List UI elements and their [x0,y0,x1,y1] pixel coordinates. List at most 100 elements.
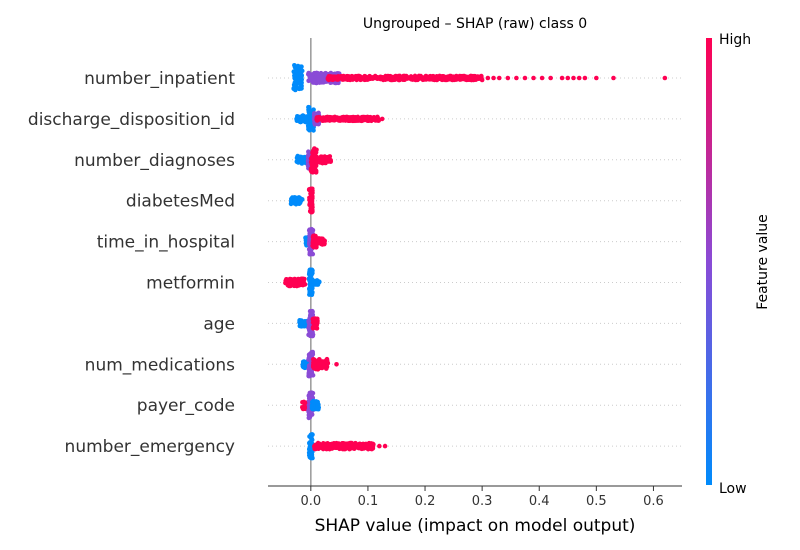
feature-label-time_in_hospital: time_in_hospital [97,233,235,253]
point-diabetesMed-c0-44 [289,198,294,204]
point-number_inpatient-outlier-14 [594,75,599,81]
point-number_emergency-c0-46 [309,432,315,437]
point-number_emergency-c0-54 [309,437,315,443]
point-number_inpatient-outlier-15 [611,75,616,81]
feature-points-num_medications [300,349,339,379]
feature-label-metformin: metformin [146,274,235,294]
point-num_medications-c1-54 [310,349,316,355]
x-ticks: 0.0 0.1 0.2 0.3 0.4 0.5 0.6 [300,486,664,509]
feature-label-num_medications: num_medications [85,355,235,375]
point-discharge_disposition_id-c3-170 [321,115,327,121]
point-number_emergency-c1-169 [331,445,337,450]
point-payer_code-c2-36 [315,403,321,408]
point-number_emergency-c0-52 [307,441,312,447]
point-number_inpatient-c0-70 [292,80,298,86]
feature-points-number_inpatient [291,62,668,93]
point-number_inpatient-outlier-12 [576,75,582,81]
point-discharge_disposition_id-c3-187 [371,117,376,122]
point-number_inpatient-c0-64 [293,68,299,74]
point-number_inpatient-outlier-1 [491,75,496,81]
point-number_emergency-c1-188 [341,445,347,451]
point-num_medications-c2-60 [324,364,330,370]
point-number_inpatient-c0-60 [296,86,302,92]
point-number_diagnoses-c3-51 [320,160,325,166]
feature-label-number_emergency: number_emergency [65,437,235,457]
x-tick-label-5: 0.5 [586,494,607,509]
point-number_inpatient-outlier-3 [505,75,511,81]
point-num_medications-c1-52 [308,369,313,375]
feature-points-number_diagnoses [294,146,334,175]
point-number_inpatient-outlier-9 [559,75,565,81]
point-payer_code-c2-35 [310,406,315,412]
point-number_inpatient-c3-463 [437,73,442,79]
point-discharge_disposition_id-c0-56 [306,124,311,130]
x-axis: 0.0 0.1 0.2 0.3 0.4 0.5 0.6 [268,485,682,509]
point-number_inpatient-c3-461 [461,73,467,79]
point-number_inpatient-c3-468 [423,77,428,82]
point-discharge_disposition_id-c1-72 [305,118,310,124]
feature-points-discharge_disposition_id [294,104,385,133]
point-time_in_hospital-c2-32 [310,234,316,240]
point-number_diagnoses-c2-60 [310,165,316,171]
point-diabetesMed-c1-49 [310,209,315,214]
feature-label-age: age [203,314,235,334]
point-metformin-c0-70 [284,278,290,283]
point-metformin-c1-53 [307,277,313,282]
colorbar: High Low Feature value [706,32,771,497]
point-number_inpatient-outlier-4 [514,75,519,81]
point-number_inpatient-c3-469 [340,77,345,82]
point-number_emergency-c1-184 [353,440,358,446]
point-age-c0-37 [297,319,303,325]
feature-label-number_diagnoses: number_diagnoses [74,151,235,171]
point-age-c1-56 [307,325,312,331]
point-number_inpatient-c3-456 [357,76,362,82]
point-number_inpatient-c3-464 [378,76,383,82]
point-number_emergency-c1-180 [317,441,322,447]
point-discharge_disposition_id-c3-188 [327,117,332,123]
point-discharge_disposition_id-c3-180 [375,114,380,120]
point-number_inpatient-c3-435 [464,77,470,83]
point-number_inpatient-c0-52 [292,62,297,68]
point-number_inpatient-c2-81 [315,71,321,76]
point-metformin-c1-52 [310,270,315,276]
colorbar-high-label: High [719,32,751,48]
point-number_inpatient-c3-459 [361,74,367,80]
point-time_in_hospital-c1-51 [307,246,312,252]
point-number_inpatient-c3-466 [346,74,351,80]
point-number_emergency-c0-51 [306,450,312,456]
point-metformin-c2-23 [313,279,319,284]
point-number_inpatient-c3-455 [414,75,420,80]
x-tick-label-2: 0.2 [415,494,436,509]
feature-points-metformin [283,267,322,298]
point-number_inpatient-c1-42 [311,78,317,84]
point-number_emergency-c1-187 [328,441,334,447]
point-discharge_disposition_id-c3-176 [361,117,367,122]
point-discharge_disposition_id-c3-193 [366,118,371,123]
point-number_inpatient-outlier-10 [565,75,571,81]
point-number_inpatient-c3-453 [479,77,485,83]
x-tick-label-4: 0.4 [529,494,550,509]
point-number_inpatient-c3-442 [402,73,407,79]
point-discharge_disposition_id-outlier-0 [379,116,385,122]
point-number_emergency-c1-175 [351,446,357,451]
point-discharge_disposition_id-c3-194 [353,117,359,122]
point-num_medications-c1-58 [308,353,313,358]
point-number_inpatient-c2-82 [316,77,321,82]
point-number_diagnoses-c2-51 [314,147,319,153]
point-diabetesMed-c1-51 [310,195,315,201]
feature-label-payer_code: payer_code [137,396,235,416]
point-number_inpatient-outlier-2 [496,75,502,81]
point-num_medications-outlier-0 [334,362,339,367]
point-number_emergency-outlier-1 [382,443,388,449]
feature-points-number_emergency [306,432,388,461]
point-number_inpatient-outlier-16 [662,75,668,81]
point-payer_code-c1-51 [307,410,313,416]
point-age-c2-31 [312,318,317,324]
point-number_inpatient-c0-67 [297,81,303,86]
point-time_in_hospital-c1-55 [306,228,312,233]
point-age-c2-32 [313,323,318,329]
point-number_diagnoses-c2-44 [311,149,316,155]
feature-points-diabetesMed [288,186,315,215]
point-diabetesMed-c0-46 [296,201,302,206]
feature-points-age [297,308,320,339]
